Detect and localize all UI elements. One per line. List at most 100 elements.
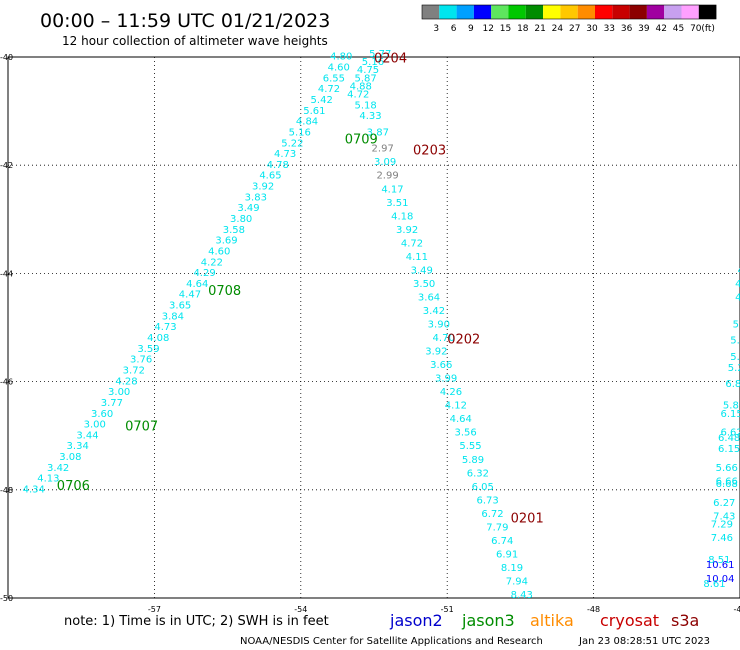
mission-label: s3a [671,611,699,630]
scale-swatch [595,5,613,19]
scale-swatch [646,5,665,19]
swh-value: 4.88 [350,81,372,92]
swh-value: 6.55 [323,73,345,84]
swh-value: 3.77 [101,398,123,409]
swh-value: 3.60 [91,409,113,420]
swh-value: 4.29 [193,268,215,279]
swh-value: 6.66 [716,476,738,487]
swh-value: 5.16 [289,127,311,138]
swh-value: 4 [735,279,740,290]
swh-value: 6.62 [720,428,740,439]
scale-swatch [698,5,717,19]
swh-value: 4.34 [23,485,45,496]
scale-label: 18 [517,24,529,34]
track-time-label: 0708 [208,284,241,299]
scale-label: 24 [552,24,564,34]
swh-value: 5.5 [730,352,740,363]
swh-value: 6.73 [476,495,498,506]
swh-value: 4 [738,265,740,276]
swh-value: 4.72 [318,84,340,95]
scale-swatch [664,5,682,19]
scale-swatch [525,5,544,19]
swh-value: 4.26 [440,387,462,398]
swh-value: 8.43 [511,590,533,601]
swh-value: 3.66 [430,360,452,371]
swh-value: 5.22 [281,138,303,149]
swh-value: 4.72 [401,238,423,249]
swh-value: 6.68 [716,479,738,490]
footer-timestamp: Jan 23 08:28:51 UTC 2023 [578,636,710,647]
scale-swatch [456,5,474,19]
lat-tick-label: -40 [0,53,13,62]
swh-value: 6.48 [718,433,740,444]
swh-value: 10.04 [706,574,735,585]
swh-value: 5.8 [723,401,739,412]
scale-label: 27 [569,24,580,34]
swh-value: 3.64 [418,292,440,303]
lon-tick-label: -45 [733,605,740,614]
track-time-label: 0204 [374,51,407,66]
swh-value: 6.72 [481,509,503,520]
scale-label: 9 [468,24,474,34]
footer-note: note: 1) Time is in UTC; 2) SWH is in fe… [64,614,329,629]
scale-label: 70 [690,24,702,34]
swh-value: 5.16 [362,57,384,68]
swh-value: 5 [733,320,739,331]
swh-value: 3.92 [425,347,447,358]
swh-value: 6.8 [725,379,740,390]
lon-tick-label: -57 [148,605,161,614]
page-title: 00:00 – 11:59 UTC 01/21/2023 [40,10,330,32]
swh-value: 3.99 [435,374,457,385]
scale-label: 36 [621,24,633,34]
swh-value: 4.33 [359,111,381,122]
axis-ticks: -57 -54 -51 -48 -45 -40 -42 -44 -46 -48 -50 [0,53,740,614]
swh-value: 7.43 [713,512,735,523]
swh-value: 2.97 [372,144,394,155]
mission-legend: jason2 jason3 altika cryosat s3a [389,611,699,630]
swh-value: 4.65 [259,171,281,182]
scale-swatch [543,5,561,19]
swh-value: 3.76 [130,355,152,366]
mission-label: jason3 [461,611,515,630]
swh-value: 6.05 [472,482,494,493]
swh-value: 4.12 [445,401,467,412]
scale-label: 15 [500,24,511,34]
track-time-label: 0202 [447,333,480,348]
swh-value: 4.64 [450,414,472,425]
swh-value: 3.65 [169,301,191,312]
swh-value: 6.15 [720,409,740,420]
lon-tick-label: -48 [587,605,600,614]
swh-value: 4.17 [381,184,403,195]
swh-value: 4.64 [186,279,208,290]
swh-value: 7.29 [711,520,733,531]
swh-value: 4.22 [201,257,223,268]
swh-value: 5.77 [369,49,391,60]
color-scale-legend: 3 6 9 12 15 18 21 24 27 30 33 36 39 42 45 70 (ft) [421,4,717,34]
swh-value: 4.75 [357,65,379,76]
scale-swatch [508,5,526,19]
swh-value: 5.66 [716,463,738,474]
lat-tick-label: -48 [0,486,13,495]
swh-value: 3.34 [67,441,89,452]
swh-value: 3.51 [386,198,408,209]
swh-value: 3.09 [374,157,396,168]
swh-value: 6.91 [496,549,518,560]
swh-value: 3.58 [223,225,245,236]
swh-value: 2.99 [376,171,398,182]
swh-value: 3.80 [230,214,252,225]
swh-value: 3.87 [367,127,389,138]
swh-value: 4.28 [115,376,137,387]
swh-value: 5.18 [354,100,376,111]
mission-label: altika [530,611,574,630]
swh-value: 3.49 [411,265,433,276]
scale-swatch [439,5,457,19]
swh-value: 3.59 [137,344,159,355]
swh-value: 6.74 [491,536,513,547]
scale-swatch [422,5,440,19]
swh-value: 6.15 [718,444,740,455]
swh-value: 3.08 [59,452,81,463]
swh-value: 8.51 [708,555,730,566]
swh-value: 3.92 [252,182,274,193]
swh-value: 3.44 [76,430,98,441]
swh-value: 3.50 [413,279,435,290]
